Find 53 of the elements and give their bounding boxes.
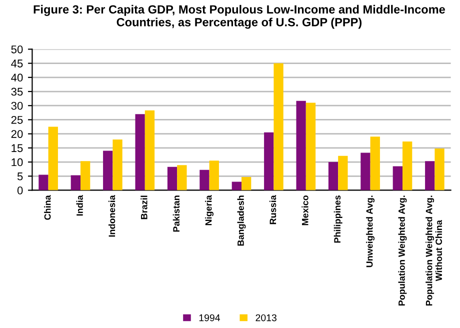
x-tick-label: Population Weighted Avg. Without China [426, 196, 442, 306]
y-tick-label: 20 [11, 130, 23, 138]
bar [135, 114, 145, 190]
bar [200, 170, 210, 190]
bar [392, 166, 402, 190]
bar [338, 156, 348, 190]
x-tick-label: Bangladesh [237, 196, 246, 246]
bar [232, 182, 242, 190]
x-tick-label: Russia [269, 195, 276, 224]
x-tick-label: Pakistan [172, 196, 180, 232]
x-tick-label: Unweighted Avg. [366, 196, 375, 268]
legend-label: 2013 [256, 314, 276, 322]
x-tick-label: Nigeria [205, 195, 214, 226]
bar [70, 175, 80, 190]
x-tick-label: Philippines [334, 195, 342, 243]
bar [242, 176, 252, 190]
y-tick-label: 5 [17, 172, 23, 180]
x-tick-label: China [44, 195, 51, 220]
y-tick-label: 10 [12, 158, 23, 166]
bar [209, 160, 219, 190]
bar [328, 162, 338, 190]
y-tick-label: 40 [11, 74, 23, 82]
bar [306, 102, 316, 190]
bar [402, 141, 412, 190]
bar [370, 136, 380, 190]
x-tick-label: Brazil [140, 196, 148, 220]
legend-label: 1994 [199, 314, 220, 322]
bar [38, 174, 48, 190]
bar [296, 100, 306, 190]
y-tick-label: 30 [11, 102, 23, 110]
y-tick-label: 0 [17, 186, 23, 194]
bar [48, 126, 58, 190]
x-tick-label: Population Weighted Avg. [398, 196, 407, 306]
bar [112, 139, 122, 190]
bar [360, 152, 370, 190]
bar [80, 161, 90, 190]
bar [274, 63, 284, 190]
bar [264, 132, 274, 190]
x-tick-label: Mexico [302, 195, 308, 226]
y-tick-label: 45 [11, 60, 23, 68]
y-tick-label: 25 [11, 116, 23, 124]
y-tick-label: 50 [11, 45, 23, 54]
bar [167, 166, 178, 190]
y-tick-label: 15 [12, 144, 23, 152]
y-tick-label: 35 [11, 88, 23, 96]
bar [425, 161, 435, 190]
bar [103, 150, 113, 190]
bar [177, 165, 187, 190]
x-tick-label: India [76, 195, 83, 216]
bar [144, 110, 155, 190]
chart-title: Figure 3: Per Capita GDP, Most Populous Low-Income and Middle-Income Countries, as Percentage of U.S. GDP (PPP) [34, 4, 445, 29]
x-tick-label: Indonesia [108, 195, 116, 237]
bar [434, 148, 444, 190]
